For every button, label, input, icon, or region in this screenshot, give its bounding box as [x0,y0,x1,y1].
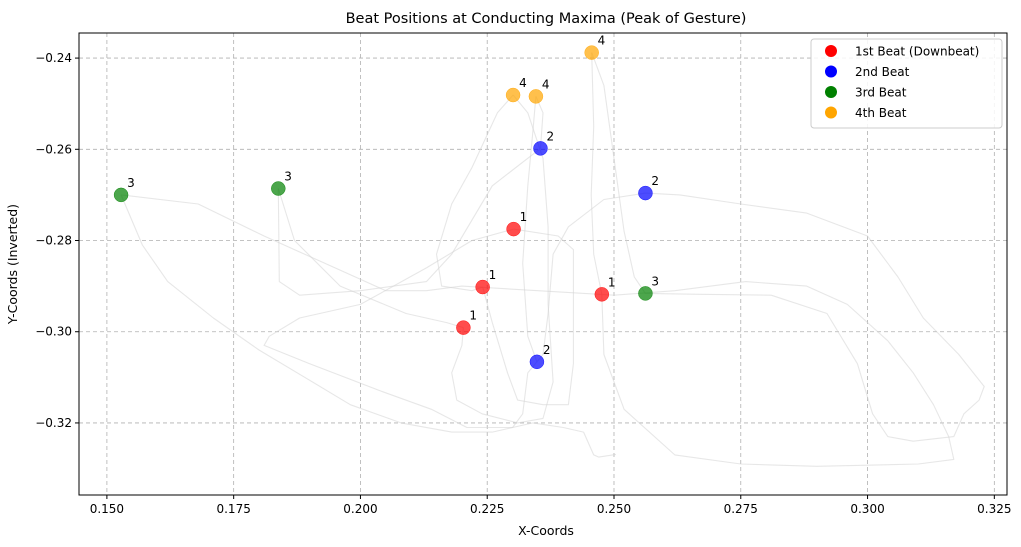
beat-point [638,185,653,201]
trajectory-line [536,192,646,363]
trajectory-line [263,228,538,429]
trajectory-lines [120,52,985,467]
x-tick-label: 0.275 [724,502,758,516]
trajectory-line [522,96,538,362]
x-tick-label: 0.225 [470,502,504,516]
x-axis-label: X-Coords [518,523,574,538]
y-axis-label: Y-Coords (Inverted) [5,204,20,325]
x-tick-label: 0.175 [216,502,250,516]
trajectory-line [435,94,514,292]
y-tick-label: −0.32 [35,416,72,430]
beat-point-label: 4 [542,77,550,91]
beat-point-label: 1 [489,268,497,282]
x-tick-label: 0.150 [90,502,124,516]
x-axis-ticks: 0.150 0.175 0.200 0.225 0.250 0.275 0.300 0.325 [90,495,1012,516]
plot-frame [78,32,1008,496]
legend-entry-label: 1st Beat (Downbeat) [855,45,979,59]
legend-marker [825,86,837,98]
trajectory-line [591,52,985,442]
legend-entry-label: 3rd Beat [855,86,907,100]
legend-marker [825,65,837,78]
beat-point-label: 2 [651,174,659,188]
beat-point [594,287,610,302]
beat-points: 1 1 1 1 2 2 2 3 3 3 4 4 4 [113,34,659,370]
x-tick-label: 0.250 [597,502,631,516]
trajectory-line [120,194,617,458]
beat-point [113,187,129,203]
beat-point-label: 1 [469,309,477,323]
trajectory-line [590,52,603,295]
beat-point-label: 2 [543,343,551,357]
y-tick-label: −0.30 [35,325,72,339]
beat-point-label: 3 [127,176,135,190]
beat-point [584,45,599,60]
x-tick-label: 0.300 [850,502,884,516]
beat-point-label: 3 [651,274,659,288]
beat-point [529,354,545,370]
beat-point [505,87,521,103]
x-tick-label: 0.325 [977,502,1011,516]
legend-box [810,38,1003,129]
legend-entry-label: 4th Beat [855,106,907,120]
beat-point [528,89,544,104]
legend-marker [825,106,837,119]
beat-point-label: 1 [608,275,616,289]
y-tick-label: −0.28 [35,234,72,248]
legend: 1st Beat (Downbeat) 2nd Beat 3rd Beat 4th B… [810,38,1003,129]
chart-title: Beat Positions at Conducting Maxima (Pea… [346,11,747,27]
y-tick-label: −0.24 [35,51,72,65]
beat-point [638,286,653,301]
trajectory-line [451,94,554,424]
beat-point [456,320,471,335]
beat-point-label: 4 [519,76,527,90]
beat-point-label: 2 [546,129,554,143]
beat-point-label: 4 [598,34,606,48]
beat-point [271,181,286,196]
beat-point [475,279,490,295]
y-axis-ticks: −0.24 −0.26 −0.28 −0.30 −0.32 [35,51,79,430]
beat-point-label: 3 [284,170,292,184]
y-tick-label: −0.26 [35,142,72,156]
legend-entry-label: 2nd Beat [855,65,910,79]
trajectory-line [482,228,574,406]
beat-point [506,221,521,237]
legend-marker [825,45,837,57]
x-tick-label: 0.200 [343,502,377,516]
beat-point-label: 1 [520,210,528,224]
beat-point [533,141,548,156]
trajectory-line [277,188,464,329]
